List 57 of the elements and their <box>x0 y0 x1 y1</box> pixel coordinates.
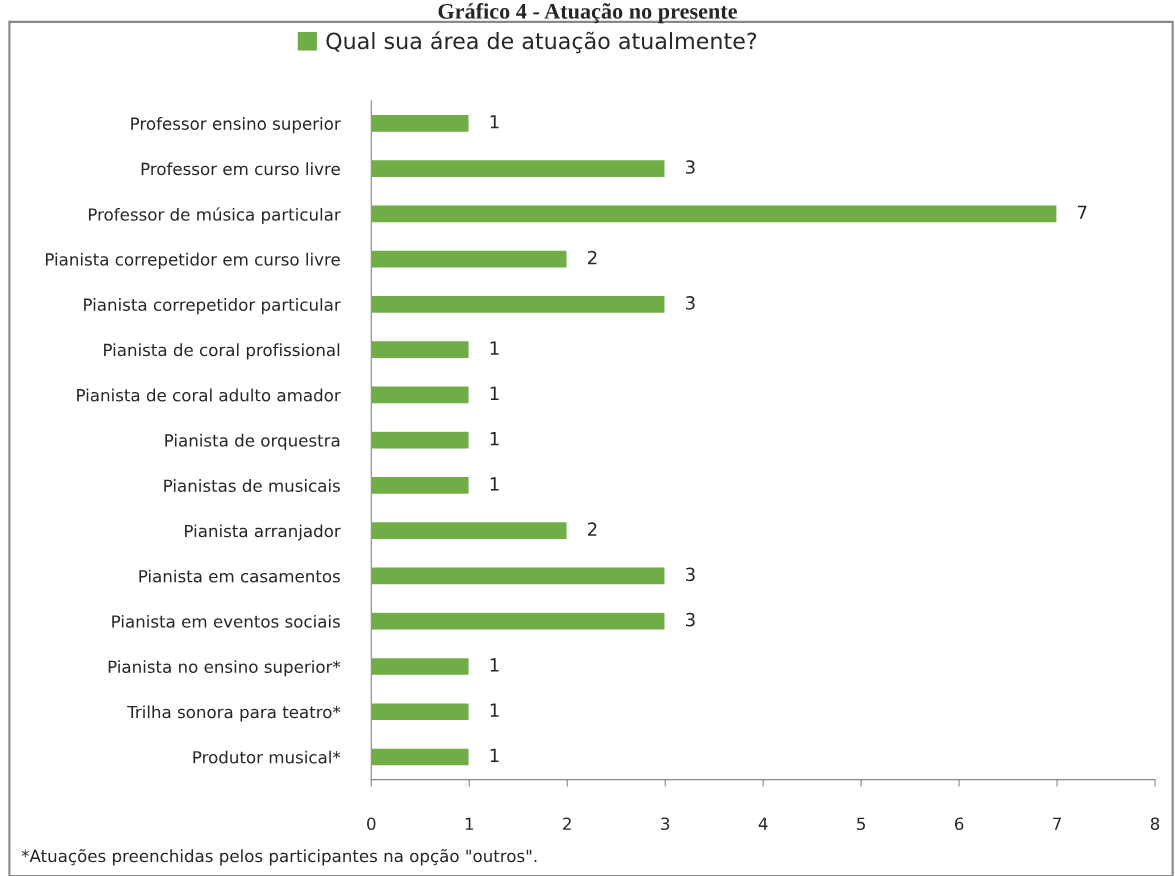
bar <box>371 204 1058 224</box>
y-tick-label: Pianista de coral adulto amador <box>77 388 341 402</box>
data-label: 1 <box>490 432 499 446</box>
bar <box>371 475 470 496</box>
data-label: 1 <box>490 386 499 400</box>
y-tick-label: Professor ensino superior <box>131 117 341 134</box>
x-tick-label: 2 <box>563 817 571 830</box>
y-tick-label: Produtor musical* <box>193 750 341 764</box>
y-tick-label: Pianista correpetidor em curso livre <box>45 252 340 269</box>
y-tick-label: Trilha sonora para teatro* <box>127 705 341 722</box>
x-tick-label: 0 <box>367 817 376 831</box>
data-label: 3 <box>686 160 695 174</box>
data-label: 1 <box>490 658 499 672</box>
data-label: 3 <box>686 612 695 627</box>
bar <box>371 520 568 541</box>
data-label: 1 <box>490 477 499 491</box>
bar <box>371 656 470 677</box>
bar <box>371 747 470 767</box>
chart-title: Gráfico 4 - Atuação no presente <box>438 2 738 24</box>
data-label: 2 <box>588 250 597 265</box>
data-label: 3 <box>686 567 695 582</box>
bar <box>371 249 568 269</box>
bar <box>371 566 666 586</box>
y-tick-label: Pianista no ensino superior* <box>108 660 341 677</box>
legend-label: Qual sua área de atuação atualmente? <box>326 31 757 54</box>
data-label: 1 <box>490 703 499 717</box>
x-tick-label: 1 <box>465 817 474 830</box>
bar <box>371 158 666 179</box>
y-tick-label: Pianista correpetidor particular <box>84 298 341 315</box>
y-tick-label: Pianistas de musicais <box>164 479 340 493</box>
data-label: 1 <box>490 341 499 355</box>
y-tick-label: Pianista em casamentos <box>139 569 340 583</box>
bar <box>371 113 470 134</box>
y-tick-label: Professor em curso livre <box>141 162 340 176</box>
x-tick-label: 5 <box>857 817 865 831</box>
bar <box>371 385 470 405</box>
bar <box>371 294 666 315</box>
y-tick-label: Pianista em eventos sociais <box>112 614 340 628</box>
x-tick-label: 7 <box>1053 817 1061 830</box>
data-label: 1 <box>490 115 499 129</box>
y-tick-label: Professor de música particular <box>88 207 341 225</box>
bar <box>371 702 470 722</box>
data-label: 7 <box>1077 205 1087 219</box>
data-label: 3 <box>686 295 695 310</box>
text: *Atuações preenchidas pelos participantes na opção "outros". <box>21 849 537 866</box>
y-tick-label: Pianista arranjador <box>185 524 341 541</box>
x-tick-label: 6 <box>954 817 964 831</box>
data-label: 1 <box>490 748 499 762</box>
x-tick-label: 4 <box>758 817 768 830</box>
bar <box>371 611 666 631</box>
x-tick-label: 8 <box>1150 817 1160 831</box>
bar <box>371 339 470 360</box>
bar <box>371 430 470 450</box>
y-tick-label: Pianista de orquestra <box>165 433 340 450</box>
x-tick-label: 3 <box>661 817 670 831</box>
data-label: 2 <box>588 522 597 536</box>
y-tick-label: Pianista de coral profissional <box>104 343 340 360</box>
